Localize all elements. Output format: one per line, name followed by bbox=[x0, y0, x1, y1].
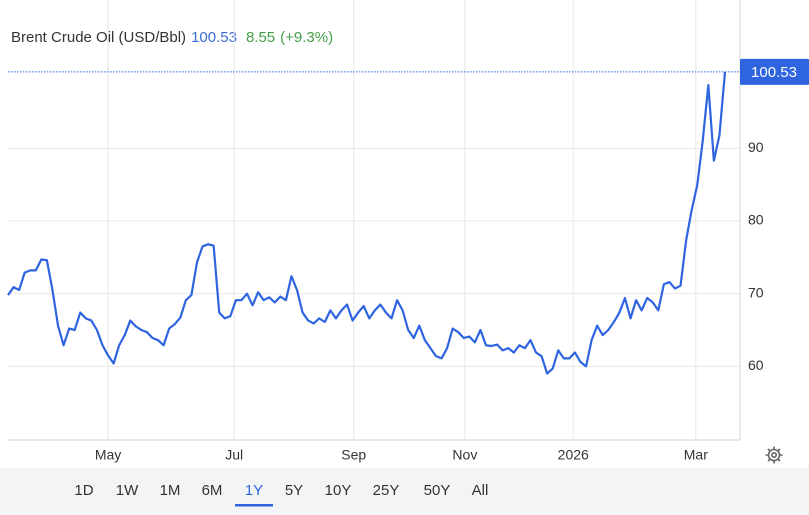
x-tick-label: Mar bbox=[684, 447, 708, 463]
y-tick-label: 90 bbox=[748, 139, 764, 155]
last-price-label: 100.53 bbox=[751, 64, 797, 81]
x-tick-label: 2026 bbox=[558, 447, 589, 463]
range-bar bbox=[0, 468, 809, 515]
settings-icon[interactable] bbox=[765, 446, 783, 464]
chart-title-row: Brent Crude Oil (USD/Bbl) 100.53 8.55 (+… bbox=[11, 29, 333, 46]
gear-ring[interactable] bbox=[767, 448, 781, 462]
y-tick-label: 80 bbox=[748, 212, 764, 228]
range-button[interactable]: 10Y bbox=[325, 482, 352, 499]
x-tick-label: Nov bbox=[452, 447, 477, 463]
title-price: 100.53 bbox=[191, 29, 237, 46]
x-tick-label: Jul bbox=[225, 447, 243, 463]
range-button[interactable]: 5Y bbox=[285, 482, 303, 499]
y-tick-label: 60 bbox=[748, 357, 764, 373]
range-button[interactable]: 6M bbox=[202, 482, 223, 499]
range-selected-underline bbox=[235, 504, 273, 507]
y-tick-label: 70 bbox=[748, 284, 764, 300]
range-button[interactable]: 1Y bbox=[245, 482, 263, 499]
range-button[interactable]: All bbox=[472, 482, 489, 499]
gear-hub[interactable] bbox=[770, 451, 778, 459]
title-change: 8.55 bbox=[246, 29, 275, 46]
x-tick-label: Sep bbox=[341, 447, 366, 463]
last-price-box bbox=[740, 58, 809, 85]
x-tick-label: May bbox=[95, 447, 121, 463]
chart-title: Brent Crude Oil (USD/Bbl) bbox=[11, 29, 186, 46]
title-change-percent: (+9.3%) bbox=[280, 29, 333, 46]
range-button[interactable]: 50Y bbox=[424, 482, 451, 499]
gear-teeth[interactable] bbox=[765, 446, 783, 464]
range-button[interactable]: 1D bbox=[74, 482, 93, 499]
range-button[interactable]: 1M bbox=[160, 482, 181, 499]
range-button[interactable]: 25Y bbox=[373, 482, 400, 499]
price-line bbox=[7, 71, 727, 375]
range-button[interactable]: 1W bbox=[116, 482, 139, 499]
